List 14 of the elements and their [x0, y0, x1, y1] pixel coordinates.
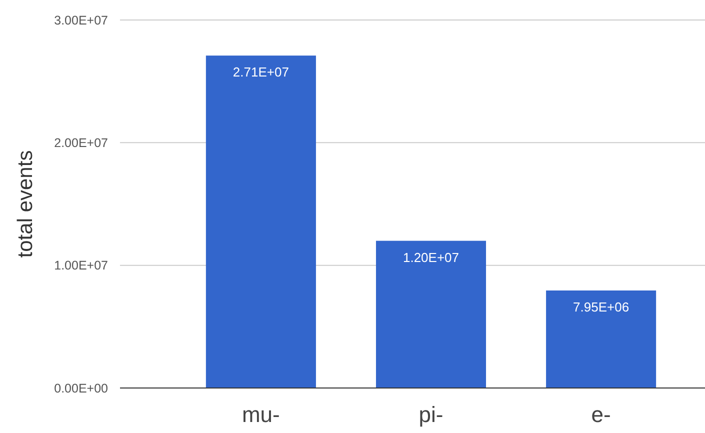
- x-tick-label: mu-: [242, 402, 280, 427]
- y-tick-label: 2.00E+07: [54, 136, 108, 150]
- y-tick-label: 1.00E+07: [54, 258, 108, 273]
- data-label: 2.71E+07: [232, 64, 289, 80]
- bar: [546, 290, 656, 388]
- y-axis-title: total events: [14, 150, 37, 258]
- bar: [206, 56, 316, 388]
- y-tick-label: 0.00E+00: [54, 381, 108, 396]
- y-tick-label: 3.00E+07: [54, 13, 108, 28]
- data-label: 7.95E+06: [573, 299, 630, 314]
- bar: [376, 240, 486, 388]
- x-tick-label: pi-: [418, 402, 444, 427]
- data-label: 1.20E+07: [402, 250, 460, 265]
- x-tick-label: e-: [591, 402, 611, 427]
